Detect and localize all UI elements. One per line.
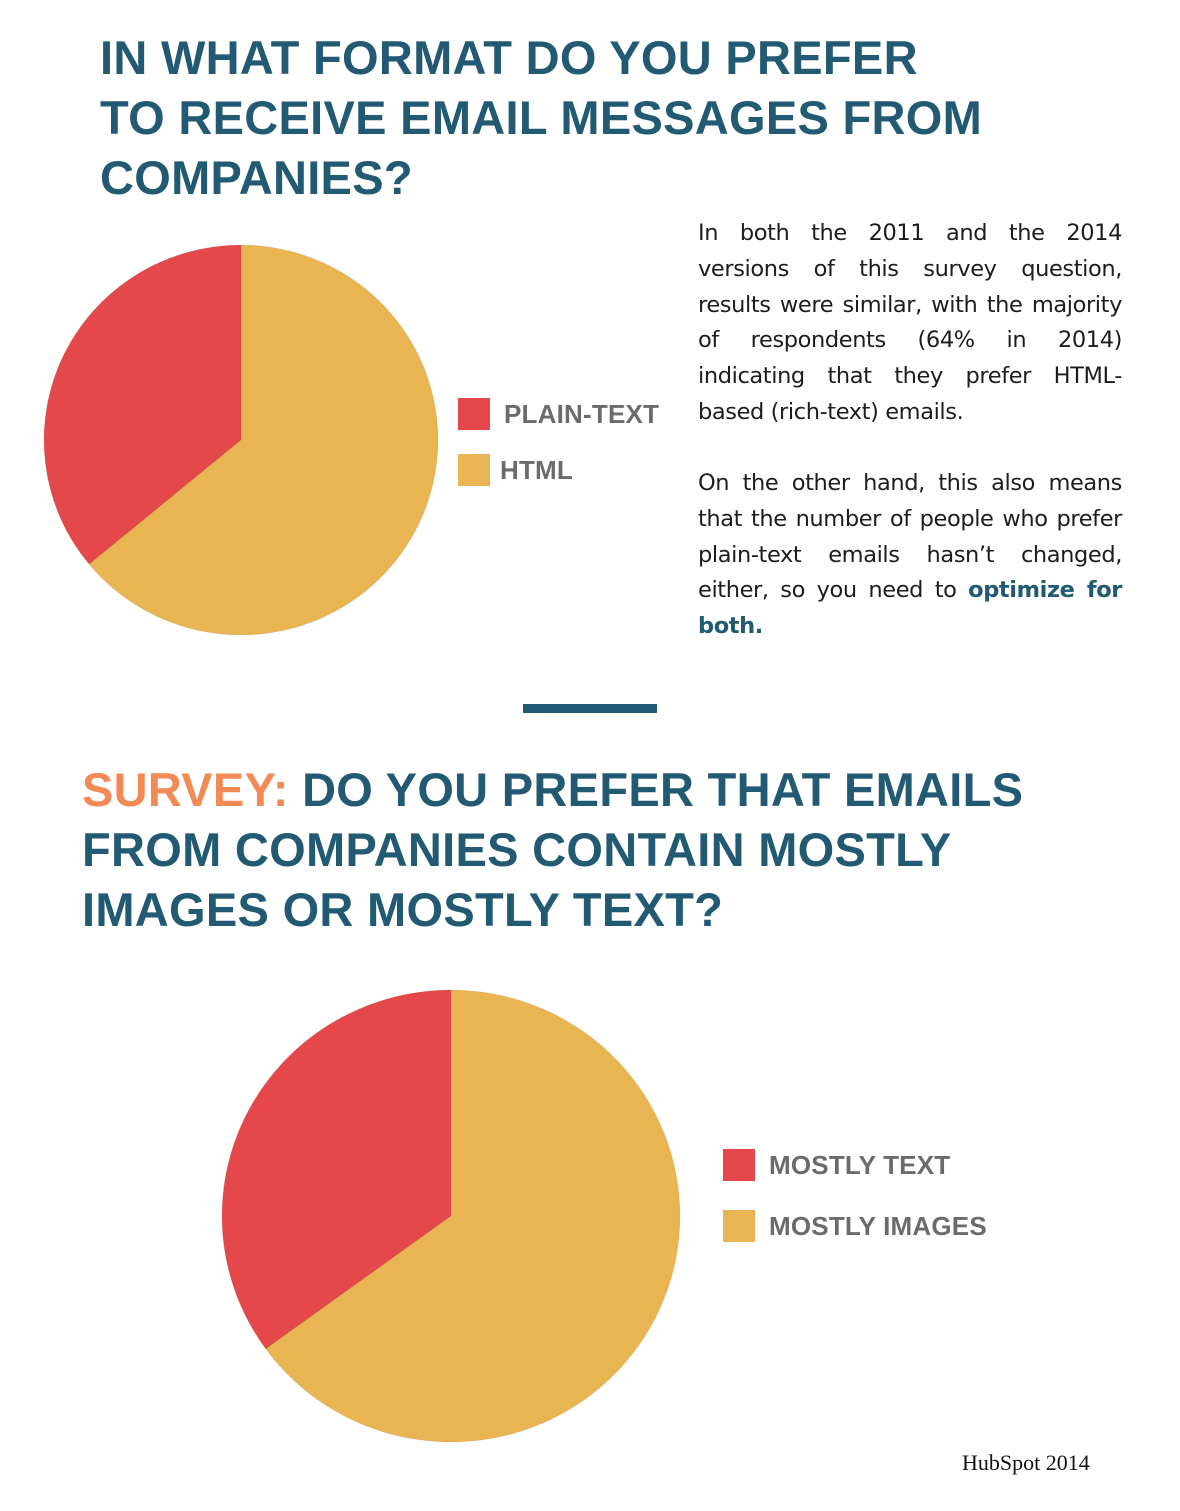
legend-label-mostly-text: MOSTLY TEXT (769, 1149, 951, 1180)
title-prefix: SURVEY: (82, 763, 289, 816)
legend-label-plain-text: PLAIN-TEXT (504, 398, 660, 429)
title-line: TO RECEIVE EMAIL MESSAGES FROM (100, 91, 983, 144)
section-divider (523, 704, 657, 713)
content-slice-mostly-text (221, 989, 452, 1350)
title-line: IMAGES OR MOSTLY TEXT? (82, 883, 724, 936)
title-line: COMPANIES? (100, 151, 413, 204)
content-slice-mostly-images (265, 989, 681, 1443)
survey-paragraph-2: On the other hand, this also means that … (698, 466, 1122, 645)
title-line: SURVEY: DO YOU PREFER THAT EMAILS (82, 760, 1082, 820)
title-line-text: DO YOU PREFER THAT EMAILS (302, 763, 1024, 816)
title-line: IN WHAT FORMAT DO YOU PREFER (100, 31, 918, 84)
paragraph-text: On the other hand, this also means that … (698, 470, 1122, 604)
legend-label-html: HTML (500, 454, 573, 485)
legend-swatch-plain-text (458, 398, 490, 430)
section-title: SURVEY: DO YOU PREFER THAT EMAILS FROM C… (82, 760, 1082, 940)
format-slice-html (88, 244, 439, 636)
source-credit: HubSpot 2014 (962, 1450, 1090, 1475)
legend-item-mostly-images: MOSTLY IMAGES (723, 1210, 987, 1242)
paragraph-highlight: optimize for both. (698, 577, 1122, 640)
legend-swatch-html (458, 454, 490, 486)
legend-item-html: HTML (458, 454, 573, 486)
legend-label-mostly-images: MOSTLY IMAGES (769, 1210, 987, 1241)
content-pie-chart (221, 989, 681, 1443)
legend-item-plain-text: PLAIN-TEXT (458, 398, 659, 430)
title-line: FROM COMPANIES CONTAIN MOSTLY (82, 823, 952, 876)
legend-item-mostly-text: MOSTLY TEXT (723, 1149, 950, 1181)
legend-swatch-mostly-images (723, 1210, 755, 1242)
legend-swatch-mostly-text (723, 1149, 755, 1181)
survey-paragraph-1: In both the 2011 and the 2014 versions o… (698, 220, 1122, 425)
page-title: IN WHAT FORMAT DO YOU PREFER TO RECEIVE … (100, 28, 1000, 208)
format-pie-chart (43, 244, 439, 636)
format-slice-plain-text (43, 244, 242, 565)
